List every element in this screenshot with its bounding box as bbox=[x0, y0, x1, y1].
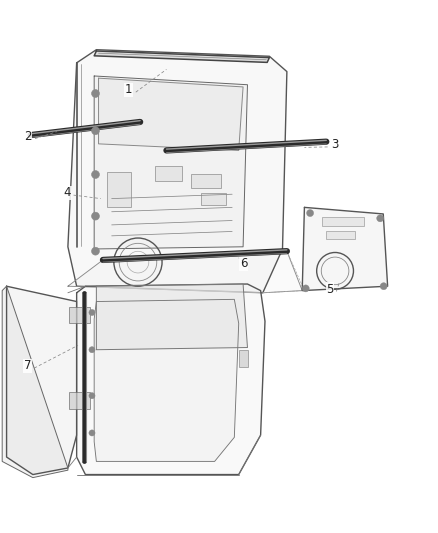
Bar bbox=[69, 307, 90, 324]
Polygon shape bbox=[302, 207, 388, 290]
Text: 7: 7 bbox=[24, 359, 32, 373]
Circle shape bbox=[89, 310, 95, 316]
Polygon shape bbox=[94, 300, 239, 462]
Text: 2: 2 bbox=[24, 131, 32, 143]
Circle shape bbox=[92, 212, 99, 220]
Bar bbox=[322, 216, 364, 226]
Polygon shape bbox=[94, 51, 269, 62]
Circle shape bbox=[302, 285, 309, 292]
Polygon shape bbox=[96, 284, 247, 350]
Circle shape bbox=[89, 430, 95, 436]
Bar bbox=[326, 231, 355, 239]
Circle shape bbox=[89, 346, 95, 353]
Bar bbox=[191, 174, 221, 188]
Polygon shape bbox=[94, 76, 247, 249]
Circle shape bbox=[377, 215, 384, 222]
Polygon shape bbox=[2, 286, 68, 478]
Polygon shape bbox=[77, 284, 265, 474]
Circle shape bbox=[92, 247, 99, 255]
Circle shape bbox=[92, 90, 99, 98]
Bar bbox=[69, 392, 90, 409]
Bar bbox=[239, 350, 248, 367]
Polygon shape bbox=[99, 78, 243, 150]
Circle shape bbox=[89, 393, 95, 399]
Text: 6: 6 bbox=[240, 257, 247, 270]
Polygon shape bbox=[7, 286, 77, 474]
Text: 3: 3 bbox=[331, 138, 338, 151]
Bar bbox=[201, 193, 226, 205]
Polygon shape bbox=[68, 251, 302, 293]
Circle shape bbox=[92, 171, 99, 179]
Circle shape bbox=[380, 282, 387, 290]
Text: 5: 5 bbox=[326, 283, 334, 296]
Circle shape bbox=[92, 127, 99, 135]
Text: 4: 4 bbox=[64, 187, 71, 199]
Text: 1: 1 bbox=[125, 84, 132, 96]
Bar bbox=[155, 166, 182, 181]
Polygon shape bbox=[68, 50, 287, 293]
Circle shape bbox=[307, 209, 314, 216]
Bar bbox=[107, 172, 131, 207]
